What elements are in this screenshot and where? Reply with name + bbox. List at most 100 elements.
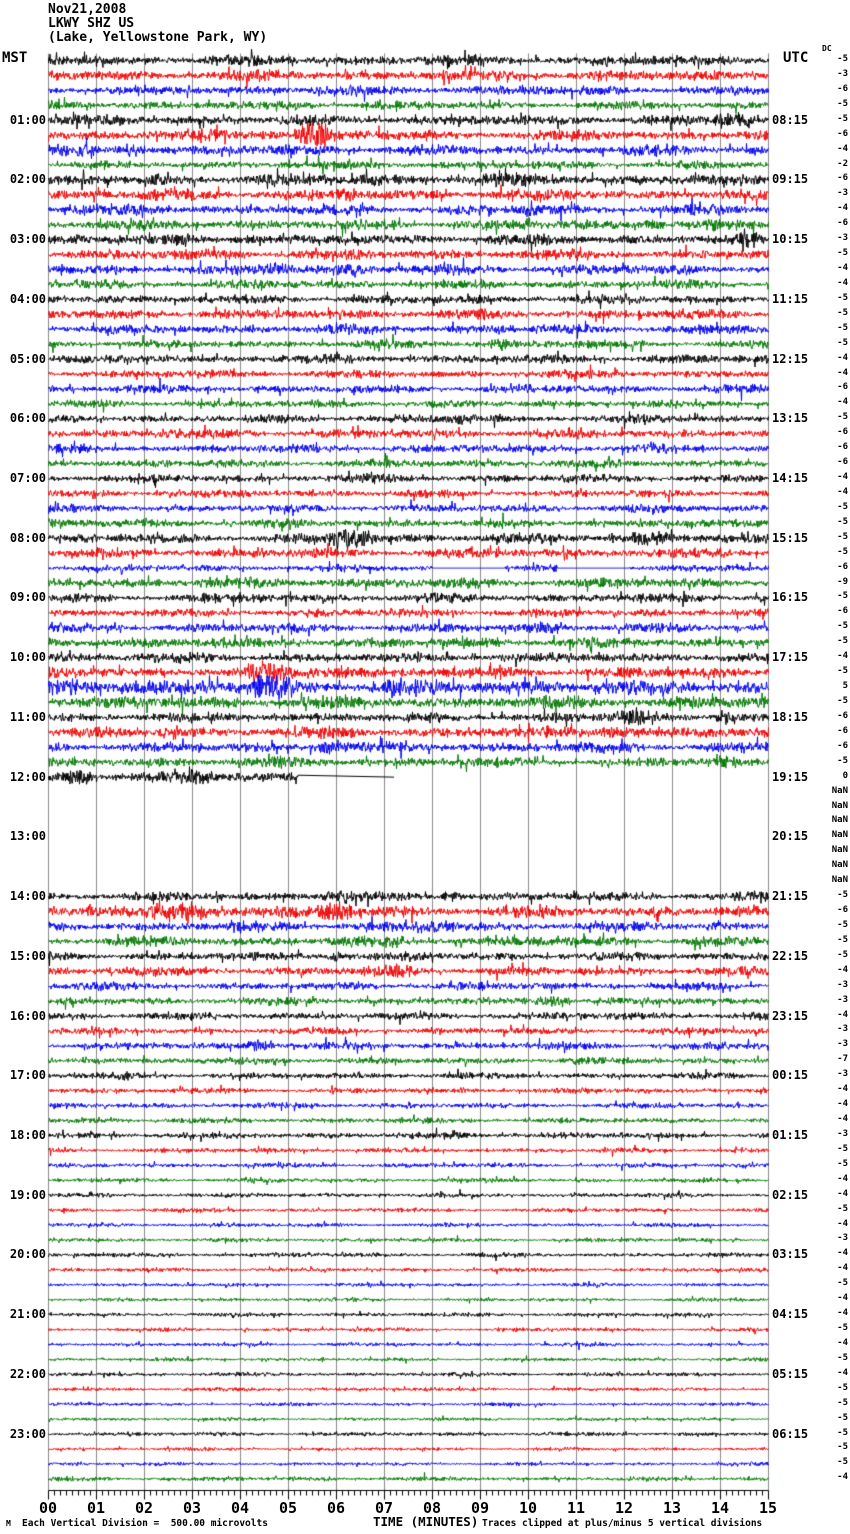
utc-time-label: 03:15 — [772, 1247, 809, 1262]
dc-offset-header: DC — [822, 44, 832, 53]
x-axis-tick-label: 06 — [326, 1499, 346, 1517]
dc-offset-value: -5 — [837, 337, 848, 348]
mst-time-label: 22:00 — [9, 1366, 46, 1381]
dc-offset-value: -5 — [837, 591, 848, 602]
dc-offset-value: -3 — [837, 994, 848, 1005]
dc-offset-value: -3 — [837, 1039, 848, 1050]
utc-time-label: 19:15 — [772, 769, 809, 784]
x-axis-tick-label: 02 — [134, 1499, 154, 1517]
dc-offset-value: -5 — [837, 412, 848, 423]
dc-offset-value: -5 — [837, 307, 848, 318]
utc-time-label: 14:15 — [772, 471, 809, 486]
x-axis-tick-label: 10 — [518, 1499, 538, 1517]
dc-offset-value: -4 — [837, 1114, 848, 1125]
utc-time-label: 16:15 — [772, 590, 809, 605]
x-axis-tick-label: 11 — [566, 1499, 586, 1517]
mst-time-label: 10:00 — [9, 650, 46, 665]
dc-offset-value: -5 — [837, 1352, 848, 1363]
x-axis-tick-label: 13 — [662, 1499, 682, 1517]
dc-offset-value: -6 — [837, 457, 848, 468]
mst-time-label: 04:00 — [9, 291, 46, 306]
dc-offset-value: -6 — [837, 740, 848, 751]
dc-offset-value: -3 — [837, 1024, 848, 1035]
utc-time-label: 21:15 — [772, 889, 809, 904]
utc-time-label: 01:15 — [772, 1127, 809, 1142]
dc-offset-value: -5 — [837, 248, 848, 259]
utc-time-label: 17:15 — [772, 650, 809, 665]
x-axis-tick-label: 00 — [38, 1499, 58, 1517]
title-date: Nov21,2008 — [48, 2, 127, 17]
mst-time-label: 08:00 — [9, 530, 46, 545]
dc-offset-value: 0 — [842, 770, 848, 781]
dc-offset-value: -5 — [837, 292, 848, 303]
dc-offset-value: NaN — [831, 875, 848, 886]
dc-offset-value: -3 — [837, 1233, 848, 1244]
title-station: LKWY SHZ US — [48, 16, 135, 31]
dc-offset-value: -5 — [837, 1382, 848, 1393]
dc-offset-value: -5 — [837, 322, 848, 333]
dc-offset-value: -6 — [837, 427, 848, 438]
mst-time-label: 18:00 — [9, 1127, 46, 1142]
x-axis-tick-label: 12 — [614, 1499, 634, 1517]
dc-offset-value: -4 — [837, 1218, 848, 1229]
dc-offset-value: -4 — [837, 203, 848, 214]
dc-offset-value: -5 — [837, 1412, 848, 1423]
dc-offset-value: -4 — [837, 263, 848, 274]
dc-offset-value: -5 — [837, 949, 848, 960]
mst-time-label: 19:00 — [9, 1187, 46, 1202]
dc-offset-value: -5 — [837, 1143, 848, 1154]
utc-time-label: 08:15 — [772, 112, 809, 127]
dc-offset-value: -6 — [837, 561, 848, 572]
utc-time-label: 22:15 — [772, 948, 809, 963]
utc-time-label: 11:15 — [772, 291, 809, 306]
utc-time-label: 15:15 — [772, 530, 809, 545]
dc-offset-value: -3 — [837, 979, 848, 990]
mst-time-label: 06:00 — [9, 411, 46, 426]
dc-offset-value: -6 — [837, 725, 848, 736]
utc-time-label: 20:15 — [772, 829, 809, 844]
dc-offset-value: -4 — [837, 1188, 848, 1199]
dc-offset-value: -3 — [837, 188, 848, 199]
dc-offset-value: NaN — [831, 800, 848, 811]
dc-offset-value: -3 — [837, 68, 848, 79]
x-axis-tick-label: 09 — [470, 1499, 490, 1517]
dc-offset-value: -5 — [837, 621, 848, 632]
mst-time-label: 03:00 — [9, 232, 46, 247]
dc-offset-value: -4 — [837, 352, 848, 363]
dc-offset-value: -6 — [837, 442, 848, 453]
mst-time-label: 09:00 — [9, 590, 46, 605]
dc-offset-value: NaN — [831, 785, 848, 796]
dc-offset-value: -5 — [837, 1442, 848, 1453]
mst-time-label: 15:00 — [9, 948, 46, 963]
dc-offset-value: -5 — [837, 98, 848, 109]
mst-time-label: 16:00 — [9, 1008, 46, 1023]
x-axis-tick-label: 04 — [230, 1499, 250, 1517]
dc-offset-value: -5 — [837, 516, 848, 527]
dc-offset-value: -6 — [837, 710, 848, 721]
dc-offset-value: -5 — [837, 1397, 848, 1408]
x-axis-tick-label: 08 — [422, 1499, 442, 1517]
mst-time-label: 13:00 — [9, 829, 46, 844]
x-axis-tick-label: 03 — [182, 1499, 202, 1517]
dc-offset-value: -5 — [837, 501, 848, 512]
utc-time-label: 05:15 — [772, 1366, 809, 1381]
mst-time-label: 12:00 — [9, 769, 46, 784]
mst-time-label: 23:00 — [9, 1426, 46, 1441]
dc-offset-value: -4 — [837, 1248, 848, 1259]
dc-offset-value: -4 — [837, 1472, 848, 1483]
utc-time-label: 12:15 — [772, 351, 809, 366]
dc-offset-value: -6 — [837, 83, 848, 94]
dc-offset-value: 5 — [842, 681, 848, 692]
dc-offset-value: -5 — [837, 113, 848, 124]
dc-offset-value: -6 — [837, 905, 848, 915]
dc-offset-value: -5 — [837, 695, 848, 706]
dc-offset-value: NaN — [831, 860, 848, 871]
utc-time-label: 09:15 — [772, 172, 809, 187]
dc-offset-value: -4 — [837, 1009, 848, 1020]
dc-offset-value: -4 — [837, 486, 848, 497]
utc-time-label: 23:15 — [772, 1008, 809, 1023]
x-axis-tick-label: 01 — [86, 1499, 106, 1517]
dc-offset-value: -5 — [837, 1323, 848, 1334]
mst-time-label: 05:00 — [9, 351, 46, 366]
